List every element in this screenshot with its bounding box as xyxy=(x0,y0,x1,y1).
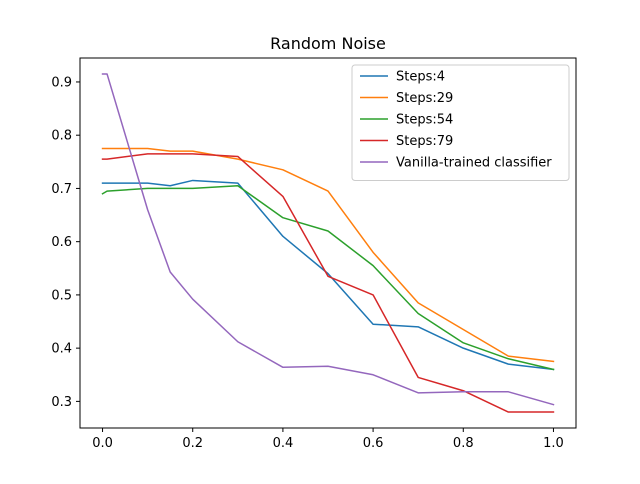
series-layer xyxy=(101,73,555,413)
y-tick-label: 0.9 xyxy=(51,75,72,90)
x-tick-label: 0.6 xyxy=(363,436,384,451)
legend-label: Steps:29 xyxy=(396,91,453,106)
y-tick-label: 0.3 xyxy=(51,395,72,410)
y-tick-label: 0.5 xyxy=(51,288,72,303)
legend-box xyxy=(351,64,570,181)
x-tick-label: 0.4 xyxy=(273,436,294,451)
y-tick-label: 0.8 xyxy=(51,129,72,144)
legend-label: Steps:54 xyxy=(396,113,453,128)
chart-title: Random Noise xyxy=(270,34,386,53)
series-line-4 xyxy=(101,153,555,413)
x-tick-label: 0.0 xyxy=(92,436,113,451)
plot-frame xyxy=(79,57,577,429)
legend-label: Steps:4 xyxy=(396,70,445,85)
series-line-1 xyxy=(101,179,555,371)
x-tick-label: 0.2 xyxy=(182,436,203,451)
legend-label: Vanilla-trained classifier xyxy=(396,156,552,171)
legend: Steps:4 Steps:29 Steps:54 Steps:79 Vanilla-t… xyxy=(351,64,570,181)
y-axis: 0.3 0.4 0.5 0.6 0.7 0.8 0.9 xyxy=(51,75,80,410)
series-line-3 xyxy=(101,185,555,371)
y-tick-label: 0.4 xyxy=(51,342,72,357)
x-tick-label: 0.8 xyxy=(453,436,474,451)
y-tick-label: 0.6 xyxy=(51,235,72,250)
series-line-5 xyxy=(101,73,555,406)
series-line-2 xyxy=(101,147,555,363)
x-axis: 0.0 0.2 0.4 0.6 0.8 1.0 xyxy=(92,428,564,451)
legend-label: Steps:79 xyxy=(396,134,453,149)
x-tick-label: 1.0 xyxy=(543,436,564,451)
y-tick-label: 0.7 xyxy=(51,182,72,197)
